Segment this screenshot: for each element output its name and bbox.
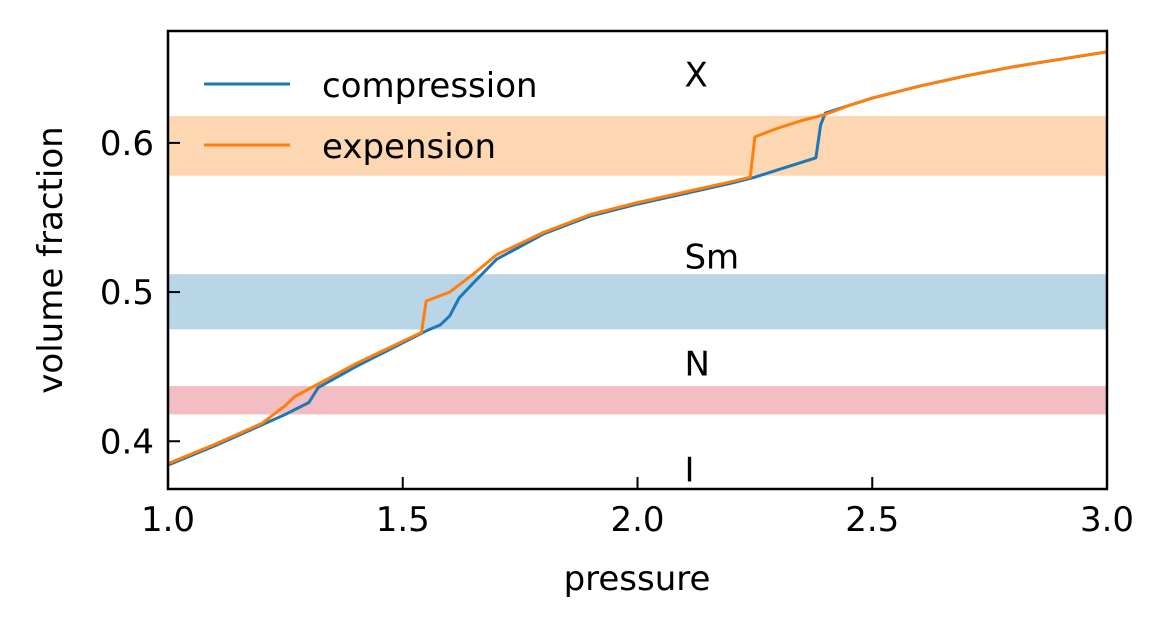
phase-band-0	[168, 386, 1107, 415]
phase-label-i: I	[684, 451, 694, 491]
series-line-expension	[168, 50, 1107, 465]
legend-label-expension: expension	[322, 127, 496, 167]
plot-frame	[166, 29, 1109, 491]
x-tick-label: 2.5	[845, 500, 899, 540]
x-tick-label: 2.0	[610, 500, 664, 540]
x-tick-label: 3.0	[1080, 500, 1134, 540]
phase-bands	[168, 116, 1107, 415]
phase-band-2	[168, 116, 1107, 176]
phase-labels: X Sm N I	[684, 55, 739, 490]
axis-ticks: 1.0 1.5 2.0 2.5 3.0 0.4 0.5 0.6	[100, 124, 1134, 540]
phase-band-1	[168, 274, 1107, 330]
x-tick-label: 1.5	[376, 500, 430, 540]
legend: compression expension	[204, 66, 538, 167]
phase-label-n: N	[684, 345, 709, 385]
y-tick-label: 0.6	[100, 124, 154, 164]
series-lines	[168, 50, 1107, 467]
x-tick-label: 1.0	[141, 500, 195, 540]
phase-label-x: X	[684, 55, 707, 95]
y-axis-title: volume fraction	[31, 126, 71, 393]
y-tick-label: 0.5	[100, 273, 154, 313]
legend-label-compression: compression	[322, 66, 538, 106]
phase-label-sm: Sm	[684, 237, 739, 277]
y-tick-label: 0.4	[100, 422, 154, 462]
x-axis-title: pressure	[564, 559, 711, 599]
